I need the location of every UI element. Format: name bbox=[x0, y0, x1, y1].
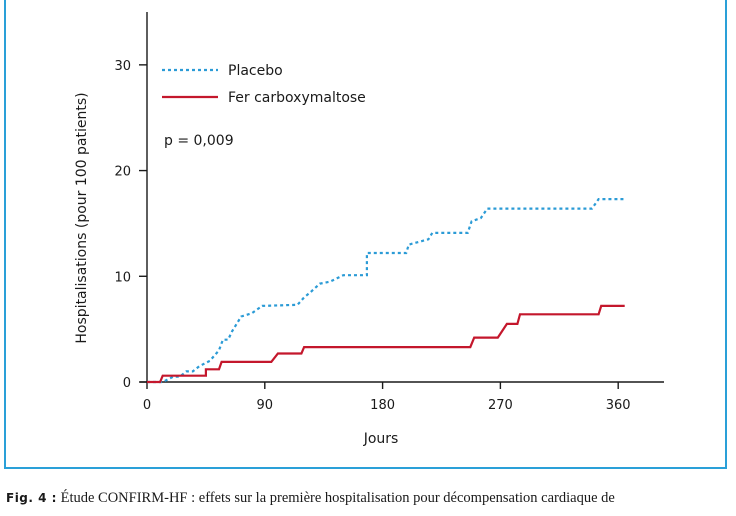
x-tick-label: 270 bbox=[488, 398, 513, 413]
figure-caption: Fig. 4 : Étude CONFIRM-HF : effets sur l… bbox=[6, 488, 732, 516]
series-group bbox=[147, 198, 625, 384]
y-tick-label: 0 bbox=[123, 376, 131, 391]
y-tick-label: 30 bbox=[114, 59, 131, 74]
y-tick-label: 10 bbox=[114, 270, 131, 285]
x-tick-label: 90 bbox=[257, 398, 274, 413]
chart: 0 90 180 270 360 0 10 20 30 Jours Hospitalisatio… bbox=[74, 12, 664, 447]
y-tick-label: 20 bbox=[114, 165, 131, 180]
series-line-fer-carboxymaltose bbox=[147, 304, 625, 384]
ticks: 0 90 180 270 360 0 10 20 30 bbox=[114, 59, 630, 413]
x-tick-label: 180 bbox=[370, 398, 395, 413]
legend: Placebo Fer carboxymaltose bbox=[162, 63, 366, 106]
axes bbox=[140, 12, 664, 383]
x-axis-title: Jours bbox=[363, 431, 399, 447]
x-tick-label: 0 bbox=[143, 398, 151, 413]
legend-label-placebo: Placebo bbox=[228, 63, 283, 79]
caption-text: Étude CONFIRM-HF : effets sur la premièr… bbox=[60, 490, 615, 506]
legend-label-fcm: Fer carboxymaltose bbox=[228, 90, 366, 106]
y-axis-title: Hospitalisations (pour 100 patients) bbox=[74, 92, 90, 343]
x-tick-label: 360 bbox=[606, 398, 631, 413]
figure-label: Fig. 4 : bbox=[6, 491, 57, 505]
figure-frame bbox=[4, 0, 727, 469]
series-line-placebo bbox=[147, 198, 625, 384]
p-value-annotation: p = 0,009 bbox=[164, 133, 234, 149]
